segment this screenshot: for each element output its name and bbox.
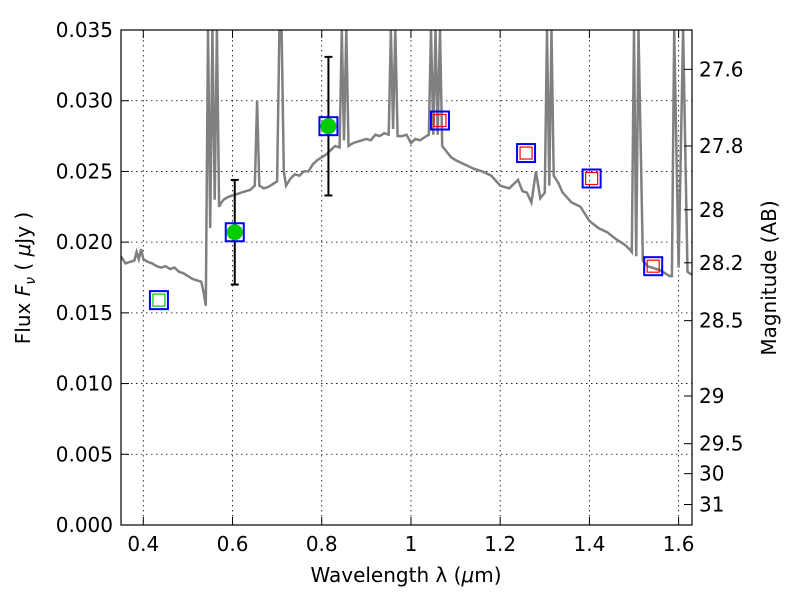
filter-box — [643, 256, 664, 277]
filter-box — [516, 143, 537, 164]
y-tick-label: 0.000 — [56, 513, 113, 537]
filter-box — [429, 110, 450, 131]
y-tick-label: 0.015 — [56, 301, 113, 325]
y2-axis-label: Magnitude (AB) — [757, 200, 781, 355]
x-tick-label: 0.6 — [217, 532, 249, 556]
plot-frame — [120, 29, 693, 526]
filter-box — [318, 116, 339, 137]
x-tick-label: 0.4 — [127, 532, 159, 556]
x-axis-label: Wavelength λ (μm) — [310, 563, 501, 587]
detection-point — [226, 224, 243, 241]
plot-area — [121, 30, 692, 306]
y2-tick-label: 29.5 — [699, 432, 744, 456]
y-axis-label: Flux Fν ( μJy ) — [11, 212, 39, 344]
upper-limit-marker — [152, 293, 166, 307]
x-tick-label: 0.8 — [306, 532, 338, 556]
upper-limit-marker — [519, 146, 533, 160]
upper-limit-marker — [646, 259, 660, 273]
filter-box — [148, 290, 169, 311]
filter-box — [581, 168, 602, 189]
filter-box — [224, 222, 245, 243]
y2-tick-label: 27.8 — [699, 134, 744, 158]
y2-tick-label: 30 — [699, 462, 724, 486]
y-tick-label: 0.035 — [56, 18, 113, 42]
x-tick-label: 1.4 — [573, 532, 605, 556]
y2-tick-label: 28.2 — [699, 251, 744, 275]
y2-tick-label: 31 — [699, 492, 724, 516]
y2-tick-label: 28 — [699, 198, 724, 222]
y2-tick-label: 27.6 — [699, 57, 744, 81]
data-marks — [148, 55, 664, 311]
x-tick-label: 1 — [405, 532, 418, 556]
upper-limit-marker — [433, 113, 447, 128]
y2-tick-label: 28.5 — [699, 309, 744, 333]
upper-limit-marker — [585, 171, 599, 186]
axis-ticks: 0.4 0.6 0.8 1 1.2 1.4 1.6 0.000 0.005 0.010 0.015 0… — [56, 18, 744, 556]
x-tick-label: 1.2 — [484, 532, 516, 556]
y-tick-label: 0.005 — [56, 442, 113, 466]
y-tick-label: 0.020 — [56, 230, 113, 254]
detection-point — [320, 118, 337, 135]
x-tick-label: 1.6 — [663, 532, 695, 556]
y-tick-label: 0.010 — [56, 372, 113, 396]
y-tick-label: 0.025 — [56, 159, 113, 183]
sed-line — [121, 30, 692, 306]
y2-tick-label: 29 — [699, 384, 724, 408]
y-tick-label: 0.030 — [56, 89, 113, 113]
